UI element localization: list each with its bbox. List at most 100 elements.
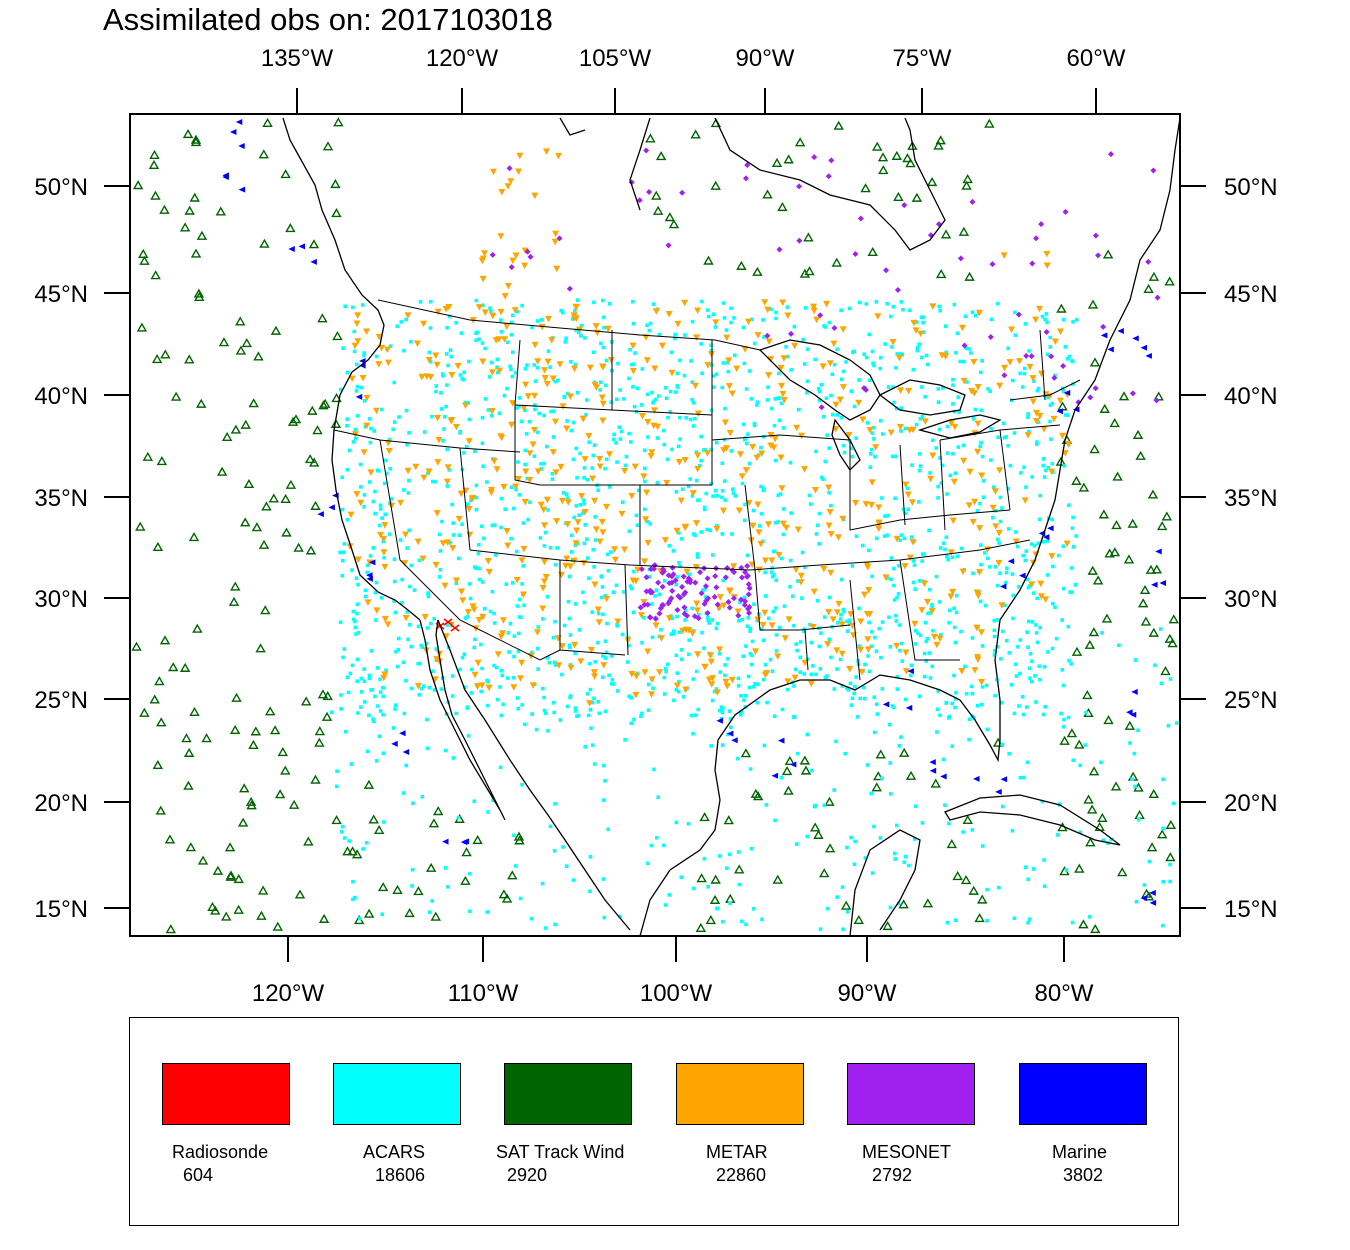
metar-marker xyxy=(1008,326,1016,334)
acars-marker xyxy=(978,599,983,604)
metar-marker xyxy=(807,680,815,688)
acars-marker xyxy=(928,676,933,680)
acars-marker xyxy=(467,359,471,364)
metar-marker xyxy=(725,383,733,390)
metar-marker xyxy=(508,421,516,429)
acars-marker xyxy=(406,491,411,495)
acars-marker xyxy=(939,481,944,486)
mesonet-marker xyxy=(702,583,709,590)
acars-marker xyxy=(604,650,609,655)
acars-marker xyxy=(527,419,532,424)
acars-marker xyxy=(1038,677,1042,682)
acars-marker xyxy=(954,690,958,695)
metar-marker xyxy=(644,648,652,655)
acars-marker xyxy=(362,505,366,509)
acars-marker xyxy=(516,706,521,711)
metar-marker xyxy=(531,341,539,349)
acars-marker xyxy=(464,445,469,449)
metar-marker xyxy=(481,309,489,316)
acars-marker xyxy=(1012,916,1017,921)
acars-marker xyxy=(498,685,502,689)
metar-marker xyxy=(905,387,913,395)
acars-marker xyxy=(526,517,530,522)
acars-marker xyxy=(1066,715,1071,720)
acars-marker xyxy=(483,346,487,351)
metar-marker xyxy=(824,641,832,648)
acars-marker xyxy=(911,580,916,585)
acars-marker xyxy=(573,362,577,367)
acars-marker xyxy=(970,636,975,640)
marine-marker xyxy=(905,704,913,711)
axis-ticks xyxy=(104,88,1206,962)
metar-marker xyxy=(752,648,760,655)
acars-marker xyxy=(603,656,608,660)
satwind-marker xyxy=(1087,299,1099,309)
metar-marker xyxy=(648,449,656,456)
acars-marker xyxy=(917,342,921,347)
acars-marker xyxy=(690,606,695,611)
acars-marker xyxy=(983,603,988,608)
acars-marker xyxy=(852,404,857,409)
acars-marker xyxy=(782,604,787,608)
metar-marker xyxy=(728,676,736,684)
acars-marker xyxy=(507,650,511,654)
acars-marker xyxy=(761,318,765,322)
metar-marker xyxy=(544,315,552,323)
acars-marker xyxy=(765,398,770,402)
satwind-marker xyxy=(772,874,783,884)
metar-marker xyxy=(500,483,508,491)
acars-marker xyxy=(764,803,769,807)
acars-marker xyxy=(469,498,473,503)
metar-marker xyxy=(552,418,560,426)
acars-marker xyxy=(850,454,855,459)
mesonet-marker xyxy=(665,572,672,579)
acars-marker xyxy=(777,625,782,630)
acars-marker xyxy=(598,388,602,392)
satwind-marker xyxy=(1078,919,1089,929)
acars-marker xyxy=(373,694,377,699)
metar-marker xyxy=(381,671,389,678)
satwind-marker xyxy=(183,780,194,790)
satwind-marker xyxy=(935,135,946,145)
satwind-marker xyxy=(139,707,150,717)
acars-marker xyxy=(535,646,540,651)
acars-marker xyxy=(785,354,790,359)
observation-map: 135°W 120°W 105°W 90°W 75°W 60°W 120°W 1… xyxy=(34,45,1277,1007)
metar-marker xyxy=(827,531,835,538)
metar-marker xyxy=(484,557,492,565)
acars-marker xyxy=(802,672,807,676)
metar-marker xyxy=(401,560,409,567)
satwind-marker xyxy=(392,884,403,894)
acars-marker xyxy=(422,430,427,434)
metar-marker xyxy=(629,342,637,350)
metar-marker xyxy=(542,148,550,155)
acars-marker xyxy=(529,916,534,921)
acars-marker xyxy=(921,330,926,334)
marine-marker xyxy=(1042,534,1050,541)
satwind-marker xyxy=(813,829,824,839)
satwind-marker xyxy=(784,755,796,766)
metar-marker xyxy=(1036,413,1044,420)
satwind-marker xyxy=(318,400,329,410)
acars-marker xyxy=(899,533,904,537)
legend-swatch-radiosonde xyxy=(162,1063,290,1125)
metar-marker xyxy=(779,520,787,528)
acars-marker xyxy=(769,570,774,574)
acars-marker xyxy=(499,329,504,334)
acars-marker xyxy=(566,599,571,604)
acars-marker xyxy=(699,434,703,439)
acars-marker xyxy=(334,784,339,789)
satwind-marker xyxy=(878,165,889,175)
acars-marker xyxy=(702,646,706,650)
radiosonde-marker xyxy=(450,624,460,632)
metar-marker xyxy=(855,399,863,407)
acars-marker xyxy=(416,624,421,629)
marine-marker xyxy=(731,737,738,744)
metar-marker xyxy=(793,424,801,432)
mesonet-marker xyxy=(701,600,708,607)
acars-marker xyxy=(686,822,691,826)
metar-marker xyxy=(951,423,959,431)
acars-marker xyxy=(913,804,918,809)
acars-marker xyxy=(993,693,997,698)
acars-marker xyxy=(882,534,887,538)
